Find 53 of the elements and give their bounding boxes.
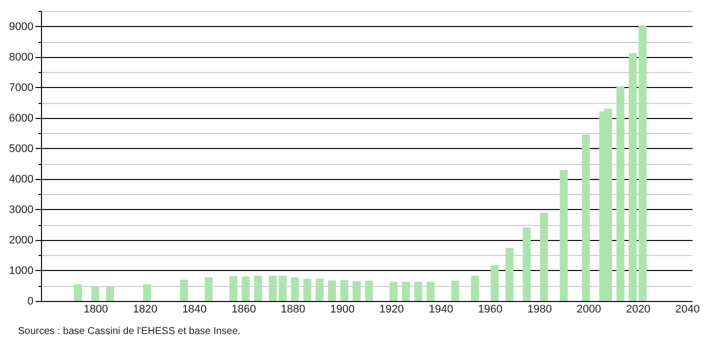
bar [106, 286, 114, 301]
bar [414, 282, 422, 301]
bar [470, 276, 479, 301]
bar [316, 278, 324, 301]
x-tick-label: 1860 [231, 304, 256, 316]
bar [540, 212, 548, 301]
y-tick-label: 5000 [9, 142, 34, 155]
bar [426, 282, 435, 301]
bar [180, 280, 188, 301]
x-tick-label: 1820 [132, 304, 158, 316]
x-tick-label: 1940 [428, 304, 454, 316]
y-tick-label: 6000 [9, 112, 34, 124]
x-tick-label: 1880 [280, 304, 306, 316]
x-tick-label: 1920 [379, 304, 404, 316]
bar [91, 286, 100, 301]
y-tick-label: 8000 [9, 51, 34, 64]
source-note: Sources : base Cassini de l'EHESS et base Insee. [18, 326, 241, 337]
bar [364, 280, 373, 301]
bar [74, 284, 82, 301]
bar [352, 281, 361, 301]
x-tick-label: 1800 [84, 304, 108, 316]
x-tick-label: 1960 [478, 304, 503, 316]
bar [582, 134, 590, 301]
bar [560, 170, 568, 301]
y-tick-label: 1000 [9, 264, 34, 277]
x-tick-label: 1840 [182, 304, 207, 316]
x-tick-label: 1980 [527, 304, 552, 316]
bar [242, 276, 250, 301]
x-tick-label: 2040 [675, 304, 700, 316]
bar [143, 284, 152, 301]
y-tick-label: 2000 [9, 234, 34, 246]
y-tick-label: 9000 [9, 20, 34, 33]
x-tick-label: 2000 [576, 304, 602, 316]
bar [505, 248, 514, 301]
bar [402, 282, 410, 301]
bar [303, 278, 312, 301]
x-tick-label: 2020 [626, 304, 650, 316]
bar [490, 265, 499, 301]
bar [616, 86, 624, 301]
y-tick-label: 7000 [9, 82, 34, 94]
x-tick-label: 1900 [330, 304, 355, 316]
bar [204, 277, 213, 301]
y-tick-label: 0 [27, 296, 34, 308]
bar [254, 276, 262, 301]
bar [229, 276, 238, 301]
bar [328, 280, 336, 301]
bar [390, 282, 398, 301]
bar [522, 227, 531, 301]
bar [451, 280, 460, 301]
bar [340, 280, 348, 301]
bar [291, 277, 300, 301]
y-tick-label: 4000 [9, 173, 34, 186]
y-tick-label: 3000 [9, 204, 34, 216]
